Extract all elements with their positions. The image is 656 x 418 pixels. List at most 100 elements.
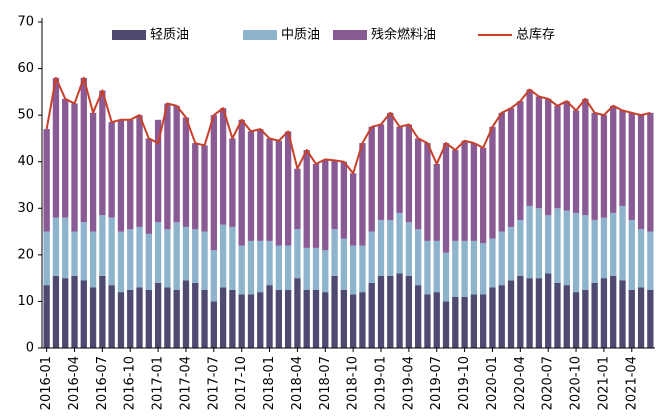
bar	[507, 108, 515, 227]
bar	[349, 173, 357, 246]
bar	[89, 231, 97, 288]
bar	[340, 289, 348, 348]
bar	[526, 205, 533, 279]
bar	[359, 292, 366, 348]
x-tick-label: 2017-04	[178, 356, 193, 410]
bar	[62, 278, 69, 348]
bar	[247, 131, 255, 241]
bar	[554, 105, 561, 209]
bar	[201, 289, 208, 348]
bar	[591, 112, 598, 220]
bar	[145, 233, 152, 290]
bar	[507, 226, 515, 281]
bar	[545, 273, 552, 348]
bar	[368, 231, 375, 283]
bar	[572, 212, 580, 293]
bar	[498, 112, 505, 232]
bar	[498, 231, 505, 286]
bar	[619, 280, 626, 348]
bar	[600, 115, 608, 218]
bar	[294, 278, 301, 348]
bar	[628, 112, 635, 220]
bar	[192, 143, 199, 230]
bar	[396, 126, 403, 213]
bar	[340, 161, 348, 239]
bar	[257, 129, 264, 241]
bar	[117, 119, 125, 232]
bar	[52, 275, 60, 348]
bar	[62, 98, 69, 218]
bar	[80, 280, 87, 348]
bar	[452, 296, 459, 348]
bar	[266, 138, 273, 241]
bar	[99, 90, 106, 216]
bar	[294, 229, 301, 279]
x-tick-label: 2018-01	[262, 356, 277, 410]
bar	[238, 294, 245, 348]
bar	[461, 296, 468, 348]
y-tick-label: 50	[17, 108, 34, 123]
legend-label: 总库存	[516, 27, 555, 43]
bar	[480, 147, 487, 244]
bar	[405, 275, 413, 348]
y-tick-label: 60	[17, 61, 34, 76]
bar	[535, 208, 543, 279]
bar	[275, 140, 282, 246]
bar	[303, 150, 310, 248]
bar	[284, 131, 292, 246]
bar	[442, 143, 450, 253]
legend-swatch	[243, 30, 277, 40]
bar	[43, 129, 50, 232]
bar	[117, 231, 125, 293]
bar	[433, 240, 440, 293]
bar	[368, 126, 375, 232]
bar	[628, 289, 635, 348]
bar	[563, 285, 570, 348]
bar	[210, 250, 217, 302]
bar	[89, 287, 97, 348]
bar	[275, 245, 282, 290]
bar	[229, 289, 236, 348]
bar	[182, 280, 190, 348]
x-tick-label: 2016-04	[67, 356, 82, 410]
bar	[572, 292, 580, 348]
y-tick-label: 10	[17, 294, 34, 309]
bar	[489, 238, 496, 288]
bar	[442, 301, 450, 348]
bar	[229, 138, 236, 227]
bar	[108, 285, 115, 348]
bar	[322, 292, 329, 348]
x-tick-label: 2021-01	[596, 356, 611, 410]
bar	[368, 282, 375, 348]
bar	[154, 222, 162, 283]
bar	[498, 285, 505, 348]
bar	[192, 282, 199, 348]
bar	[526, 89, 533, 206]
bar	[415, 138, 422, 230]
bar	[619, 110, 626, 206]
bar	[340, 238, 348, 290]
bar	[424, 294, 431, 348]
bar	[480, 294, 487, 348]
bar	[377, 124, 385, 220]
bar	[164, 287, 171, 348]
bar	[637, 287, 645, 348]
bar	[377, 219, 385, 276]
bar	[526, 278, 533, 348]
y-tick-label: 30	[17, 201, 34, 216]
bar	[637, 229, 645, 288]
bar	[71, 275, 78, 348]
bar	[349, 245, 357, 295]
bar	[517, 101, 524, 220]
bar	[294, 168, 301, 230]
bar	[238, 245, 245, 295]
bar	[247, 240, 255, 295]
bar	[257, 292, 264, 348]
bar	[99, 215, 106, 276]
bar	[154, 119, 162, 223]
bar	[452, 150, 459, 241]
bar	[312, 164, 320, 248]
bar	[442, 252, 450, 302]
bar	[219, 287, 227, 348]
bar	[610, 212, 617, 276]
